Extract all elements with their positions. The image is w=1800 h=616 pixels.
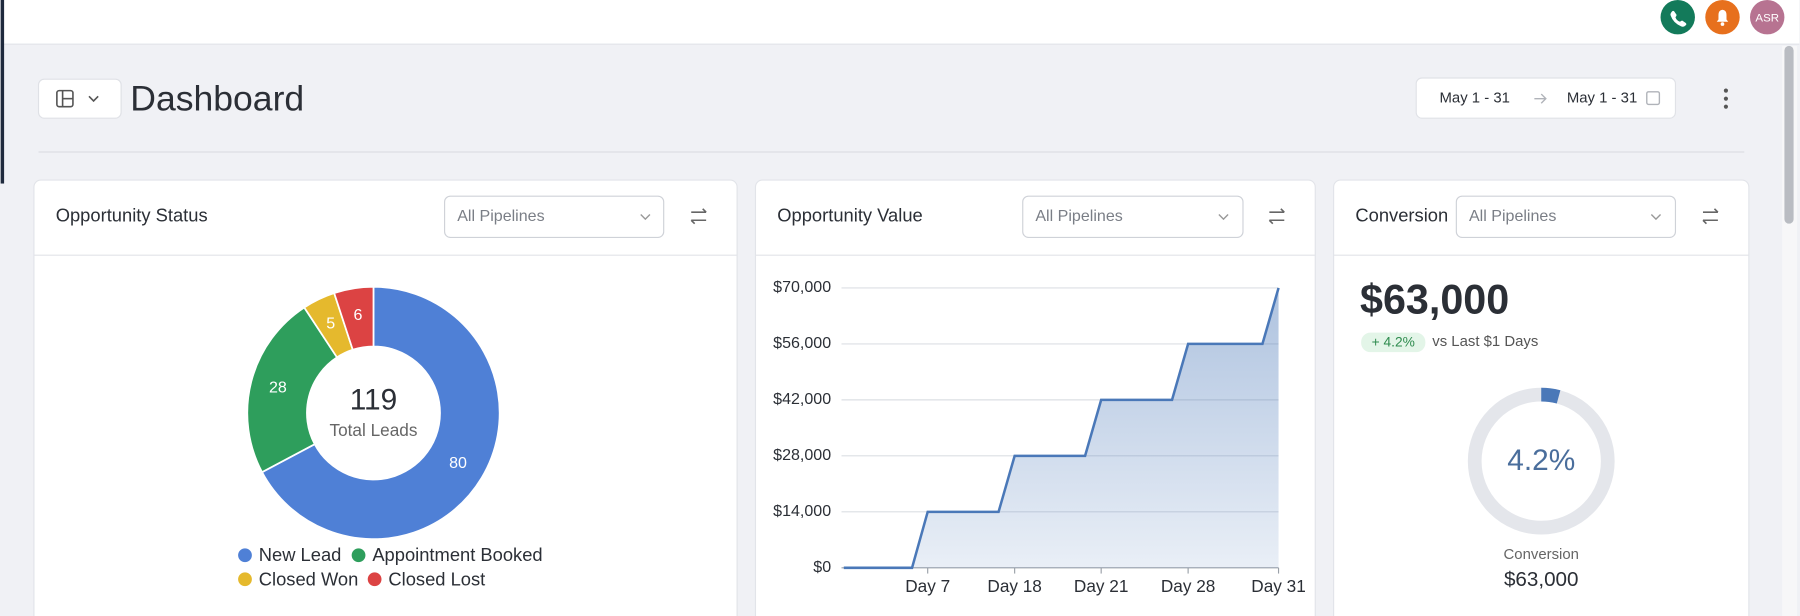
y-tick-label: $14,000 <box>773 502 831 520</box>
top-bar <box>0 0 1800 44</box>
pipeline-select[interactable]: All Pipelines <box>1022 195 1244 239</box>
legend-swatch <box>238 572 252 587</box>
slice-label: 6 <box>353 306 362 324</box>
center-value: 119 <box>350 383 398 416</box>
card-title: Conversion <box>1355 205 1448 226</box>
gauge-arc <box>1541 387 1561 404</box>
slice-label: 28 <box>269 379 287 397</box>
y-tick-label: $56,000 <box>773 334 831 352</box>
swap-button[interactable] <box>1268 208 1285 225</box>
swap-button[interactable] <box>1702 208 1719 225</box>
card-title: Opportunity Value <box>777 205 922 226</box>
donut-slice <box>333 285 375 351</box>
slice-label: 5 <box>326 314 335 332</box>
select-text: All Pipelines <box>457 207 544 225</box>
gauge-value: 4.2% <box>1507 444 1575 477</box>
y-tick-label: $70,000 <box>773 278 831 296</box>
gauge-caption: Conversion <box>1504 547 1579 563</box>
legend-label: Appointment Booked <box>372 544 542 565</box>
comparison-text: vs Last $1 Days <box>1432 334 1538 350</box>
y-tick-label: $0 <box>813 558 831 576</box>
area-line <box>843 287 1280 570</box>
legend-swatch <box>238 548 252 563</box>
x-tick-label: Day 21 <box>1074 576 1128 596</box>
conversion-amount: $63,000 <box>1360 277 1509 323</box>
avatar-initials: ASR <box>1755 12 1779 24</box>
card-title: Opportunity Status <box>56 205 208 226</box>
change-value: + 4.2% <box>1372 335 1415 350</box>
layout-button[interactable] <box>37 78 122 119</box>
phone-button[interactable] <box>1660 0 1695 35</box>
donut-slice <box>260 285 501 540</box>
legend-label: New Lead <box>259 544 342 565</box>
y-tick-label: $28,000 <box>773 446 831 464</box>
change-badge <box>1361 332 1426 353</box>
date-range-picker[interactable]: May 1 - 31 May 1 - 31 <box>1415 77 1677 119</box>
select-text: All Pipelines <box>1469 207 1556 225</box>
side-edge <box>0 0 5 184</box>
card-opportunity-status: Opportunity Status All Pipelines <box>33 179 738 616</box>
legend-label: Closed Lost <box>388 568 485 589</box>
more-menu[interactable] <box>1723 88 1728 109</box>
x-tick-label: Day 7 <box>905 576 950 596</box>
center-label: Total Leads <box>330 420 418 440</box>
legend-swatch <box>367 572 382 587</box>
date-to: May 1 - 31 <box>1567 91 1637 107</box>
area-fill <box>843 287 1279 568</box>
select-text: All Pipelines <box>1035 207 1122 225</box>
x-tick-label: Day 18 <box>987 576 1041 596</box>
x-tick-label: Day 31 <box>1251 576 1305 596</box>
swap-button[interactable] <box>690 208 707 225</box>
donut-slice <box>246 306 339 474</box>
pipeline-select[interactable]: All Pipelines <box>1455 195 1677 239</box>
notification-button[interactable] <box>1705 0 1740 35</box>
footer-amount: $63,000 <box>1504 568 1579 591</box>
legend-label: Closed Won <box>259 568 359 589</box>
avatar[interactable]: ASR <box>1750 0 1785 35</box>
date-from: May 1 - 31 <box>1439 91 1509 107</box>
pipeline-select[interactable]: All Pipelines <box>444 195 665 239</box>
scrollbar-thumb[interactable] <box>1784 45 1794 224</box>
y-tick-label: $42,000 <box>773 390 831 408</box>
legend-swatch <box>351 548 366 563</box>
slice-label: 80 <box>449 454 467 472</box>
page-title: Dashboard <box>130 78 304 118</box>
x-tick-label: Day 28 <box>1161 576 1215 596</box>
